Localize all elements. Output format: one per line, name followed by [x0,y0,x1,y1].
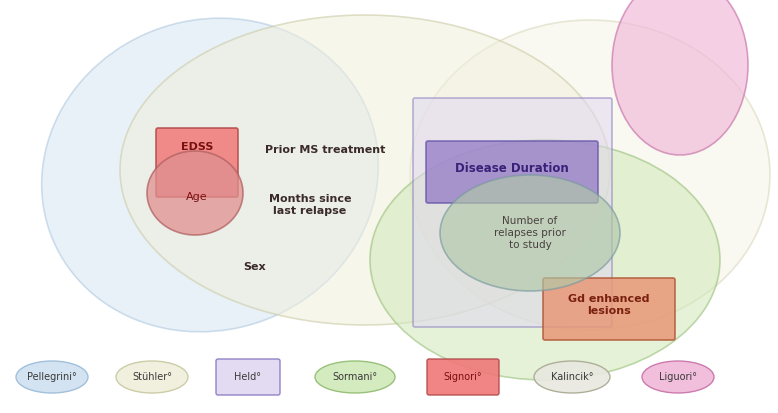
Text: EDSS: EDSS [180,142,213,152]
Text: Prior MS treatment: Prior MS treatment [265,145,385,155]
FancyBboxPatch shape [156,128,238,197]
Text: Age: Age [186,192,208,202]
Ellipse shape [534,361,610,393]
Text: Stühler°: Stühler° [132,372,172,382]
Text: Months since
last relapse: Months since last relapse [268,194,351,216]
Ellipse shape [147,151,243,235]
FancyBboxPatch shape [426,141,598,203]
FancyBboxPatch shape [543,278,675,340]
Ellipse shape [440,175,620,291]
Ellipse shape [410,20,770,330]
Ellipse shape [42,18,378,332]
Text: Pellegrini°: Pellegrini° [27,372,77,382]
Text: Disease Duration: Disease Duration [455,161,569,175]
Ellipse shape [116,361,188,393]
FancyBboxPatch shape [216,359,280,395]
Text: Signori°: Signori° [443,372,482,382]
Ellipse shape [612,0,748,155]
Text: Sormani°: Sormani° [332,372,377,382]
FancyBboxPatch shape [413,98,612,327]
Text: Kalincik°: Kalincik° [551,372,594,382]
Ellipse shape [370,140,720,380]
Text: Gd enhanced
lesions: Gd enhanced lesions [568,294,650,316]
Text: Liguori°: Liguori° [659,372,697,382]
Ellipse shape [16,361,88,393]
Text: Sex: Sex [244,262,266,272]
Text: Held°: Held° [234,372,261,382]
Ellipse shape [642,361,714,393]
Ellipse shape [315,361,395,393]
FancyBboxPatch shape [427,359,499,395]
Ellipse shape [120,15,610,325]
Text: Number of
relapses prior
to study: Number of relapses prior to study [494,216,566,249]
